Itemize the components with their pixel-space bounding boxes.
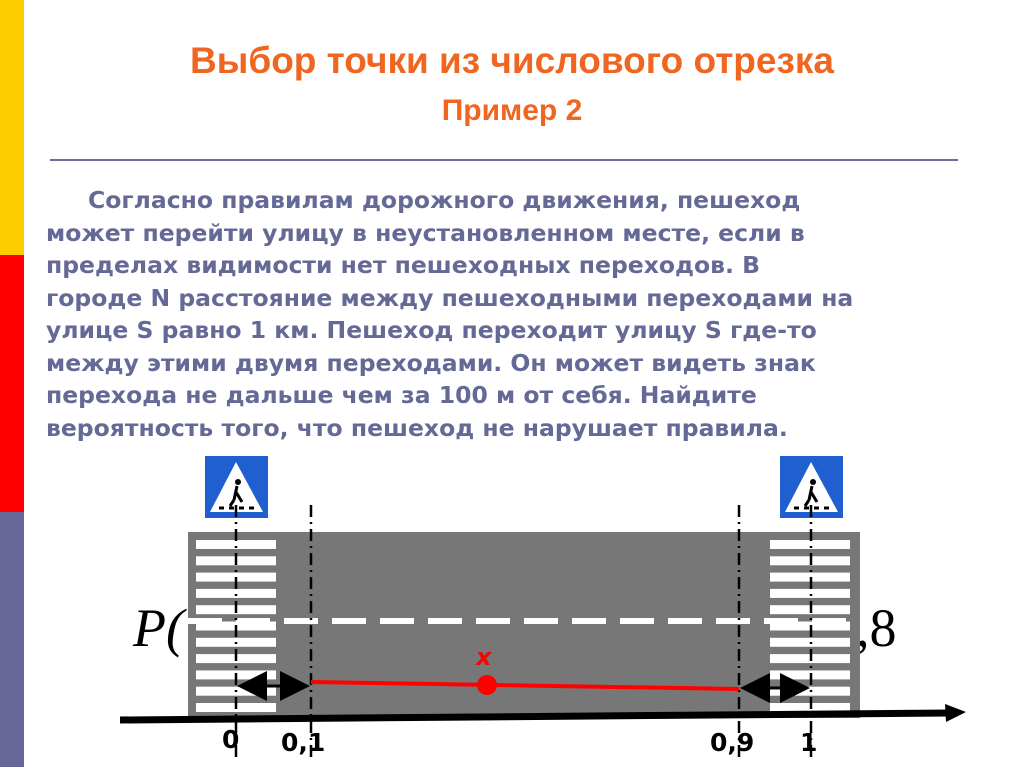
crosswalk-stripe bbox=[196, 540, 276, 549]
formula-right: ,8 bbox=[856, 598, 897, 658]
pedestrian-point bbox=[477, 675, 497, 695]
tick-label: 0 bbox=[222, 725, 239, 754]
crosswalk-stripe bbox=[770, 588, 850, 598]
text-line: улице S равно 1 км. Пешеход переходит ул… bbox=[46, 316, 817, 344]
text-line: городе N расстояние между пешеходными пе… bbox=[46, 283, 854, 312]
text-line: может перейти улицу в неустановленном ме… bbox=[46, 218, 805, 247]
text-line: перехода не дальше чем за 100 м от себя.… bbox=[46, 381, 757, 409]
accent-bar-yellow bbox=[0, 0, 24, 255]
text-line: вероятность того, что пешеход не нарушае… bbox=[46, 413, 788, 442]
accent-bar-purple bbox=[0, 512, 24, 767]
number-axis bbox=[119, 709, 951, 724]
point-label: x bbox=[475, 643, 493, 671]
slide-subtitle: Пример 2 bbox=[441, 94, 583, 127]
road bbox=[188, 532, 860, 718]
problem-text: Согласно правилам дорожного движения, пе… bbox=[46, 184, 853, 444]
tick-label: 1 bbox=[800, 728, 817, 757]
slide-title: Выбор точки из числового отрезка bbox=[190, 40, 834, 81]
divider bbox=[50, 159, 958, 161]
crosswalk-stripe bbox=[196, 588, 276, 598]
tick-label: 0,1 bbox=[281, 728, 325, 757]
text-line: пределах видимости нет пешеходных перехо… bbox=[46, 251, 761, 279]
formula-left: P( bbox=[132, 598, 187, 658]
text-line: между этими двумя переходами. Он может в… bbox=[46, 348, 816, 377]
crosswalk-stripe bbox=[770, 540, 850, 549]
text-line: Согласно правилам дорожного движения, пе… bbox=[88, 186, 801, 214]
tick-label: 0,9 bbox=[710, 728, 754, 757]
valid-segment bbox=[310, 680, 740, 691]
accent-bar-red bbox=[0, 255, 24, 512]
axis-arrowhead bbox=[945, 704, 966, 722]
